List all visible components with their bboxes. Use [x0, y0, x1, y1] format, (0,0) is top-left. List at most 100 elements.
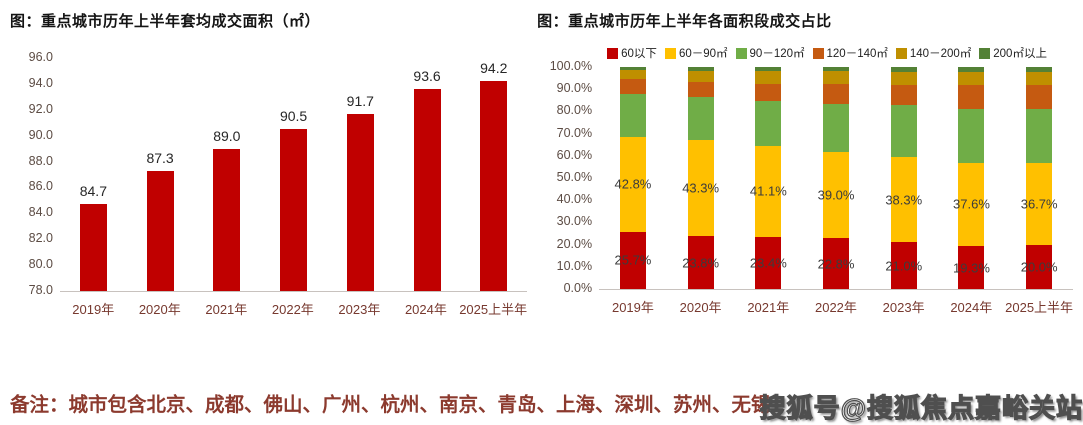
bar-column: 89.0 [193, 58, 260, 291]
bar-segment [1026, 109, 1053, 164]
bar-value-label: 94.2 [480, 60, 508, 77]
bar-segment [1026, 67, 1053, 72]
bar-segment: 36.7% [1021, 163, 1058, 245]
bar-segment [823, 104, 850, 152]
bar-column: 84.7 [60, 58, 127, 291]
bar-segment: 23.4% [750, 237, 787, 289]
bar-segment [687, 96, 714, 141]
segment-value-label: 41.1% [749, 183, 787, 199]
bar-segment [1026, 71, 1053, 85]
bar-segment [687, 81, 714, 97]
avg-area-bar-chart: 96.0 94.0 92.0 90.0 88.0 86.0 84.0 82.0 80.0 78.0… [10, 50, 528, 318]
bar-segment: 19.3% [953, 246, 990, 289]
bar-segment [958, 72, 985, 86]
bar-segment [823, 70, 850, 85]
y-tick-label: 80.0 [28, 257, 53, 272]
x-tick-label: 2020年 [138, 302, 181, 317]
plot-area: 84.7 87.3 89.0 90.5 91.7 93.6 94.2 [60, 58, 528, 292]
bar-segment [687, 71, 714, 82]
bar-segment: 42.8% [615, 136, 651, 232]
segment-value-label: 43.3% [682, 180, 720, 196]
plot-area: 42.8% 25.7% 43.3% 23.8% 41.1% 23.4% 39.0% 22.8%… [599, 67, 1073, 290]
legend-item: 60以下 [607, 45, 657, 61]
y-axis: 96.0 94.0 92.0 90.0 88.0 86.0 84.0 82.0 80.0 78.0 [10, 50, 60, 297]
segment-value-label: 22.8% [817, 256, 855, 272]
bar-value-label: 91.7 [346, 92, 374, 109]
bar-column: 94.2 [460, 58, 527, 291]
x-tick-label: 2024年 [950, 300, 993, 315]
bar-column: 90.5 [260, 58, 327, 291]
y-tick-label: 96.0 [28, 50, 53, 64]
bar-value-label: 87.3 [146, 149, 174, 166]
y-tick-label: 84.0 [28, 205, 53, 220]
x-tick-label: 2024年 [404, 302, 447, 317]
segment-value-label: 23.8% [682, 255, 720, 271]
legend-label: 200㎡以上 [993, 48, 1047, 60]
bar-segment [890, 67, 917, 72]
y-tick-label: 50.0% [556, 170, 593, 184]
bar-segment: 25.7% [615, 231, 651, 289]
legend-swatch [735, 47, 747, 59]
x-axis: 2019年 2020年 2021年 2022年 2023年 2024年 2025上半年 [60, 292, 527, 318]
y-tick-label: 82.0 [28, 231, 53, 246]
avg-area-chart-title: 图：重点城市历年上半年套均成交面积（㎡） [10, 13, 321, 30]
bar [146, 170, 174, 291]
y-tick-label: 80.0% [556, 103, 593, 118]
x-tick-label: 2022年 [271, 302, 314, 317]
y-tick-label: 78.0 [28, 283, 53, 297]
segment-value-label: 21.0% [885, 258, 923, 274]
y-tick-label: 88.0 [28, 153, 53, 168]
segment-value-label: 19.3% [953, 260, 990, 276]
legend-swatch [664, 47, 676, 59]
bar-segment [823, 84, 850, 105]
bar-segment: 37.6% [953, 162, 990, 247]
chart-area: 100.0% 90.0% 80.0% 70.0% 60.0% 50.0% 40.0% 30.0… [537, 59, 1073, 295]
legend-label: 60以下 [621, 48, 657, 60]
stacked-bar-column: 41.1% 23.4% [735, 67, 803, 289]
x-tick-label: 2025上半年 [459, 302, 528, 317]
bar-segment [823, 67, 850, 71]
stacked-bar-column: 37.6% 19.3% [938, 67, 1006, 289]
bar [79, 204, 107, 291]
y-tick-label: 90.0 [28, 127, 53, 142]
x-tick-label: 2023年 [882, 300, 925, 315]
y-tick-label: 100.0% [549, 59, 593, 73]
bar-value-label: 93.6 [413, 68, 441, 85]
bar-segment [755, 100, 782, 146]
y-tick-label: 0.0% [563, 281, 593, 295]
y-tick-label: 92.0 [28, 101, 53, 116]
y-tick-label: 94.0 [28, 75, 53, 90]
x-tick-label: 2023年 [338, 302, 381, 317]
x-tick-label: 2020年 [679, 300, 722, 315]
legend-item: 60－90㎡ [664, 45, 728, 61]
bar-value-label: 84.7 [79, 183, 107, 200]
y-tick-label: 30.0% [556, 214, 593, 229]
stacked-bar-column: 36.7% 20.0% [1005, 67, 1073, 289]
legend-item: 140－200㎡ [895, 45, 971, 61]
bar-segment: 21.0% [885, 242, 922, 289]
legend-item: 90－120㎡ [735, 45, 805, 61]
legend-swatch [895, 47, 907, 59]
y-tick-label: 60.0% [556, 147, 593, 162]
avg-area-chart-panel: 图：重点城市历年上半年套均成交面积（㎡） 96.0 94.0 92.0 90.0 88.… [10, 10, 527, 318]
bar-segment: 39.0% [818, 151, 854, 239]
bar-segment [755, 71, 782, 84]
bar-segment: 22.8% [818, 238, 854, 289]
x-tick-label: 2019年 [72, 302, 115, 317]
y-axis: 100.0% 90.0% 80.0% 70.0% 60.0% 50.0% 40.0% 30.0… [537, 59, 599, 295]
charts-row: 图：重点城市历年上半年套均成交面积（㎡） 96.0 94.0 92.0 90.0 88.… [10, 10, 1074, 318]
bar-segment: 20.0% [1021, 244, 1058, 289]
bar-segment [890, 105, 917, 158]
x-tick-label: 2022年 [814, 300, 857, 315]
segment-value-label: 42.8% [614, 176, 652, 192]
y-tick-label: 90.0% [556, 81, 593, 96]
bar-segment: 43.3% [682, 140, 719, 237]
bar [280, 129, 308, 291]
x-tick-label: 2025上半年 [1005, 300, 1074, 315]
area-share-chart-title: 图：重点城市历年上半年各面积段成交占比 [537, 13, 832, 30]
x-tick-label: 2021年 [205, 302, 248, 317]
watermark-text: 搜狐号@搜狐焦点嘉峪关站 [759, 392, 1083, 423]
bar-segment [958, 67, 985, 73]
x-tick-label: 2021年 [747, 300, 790, 315]
legend-label: 90－120㎡ [749, 48, 805, 60]
